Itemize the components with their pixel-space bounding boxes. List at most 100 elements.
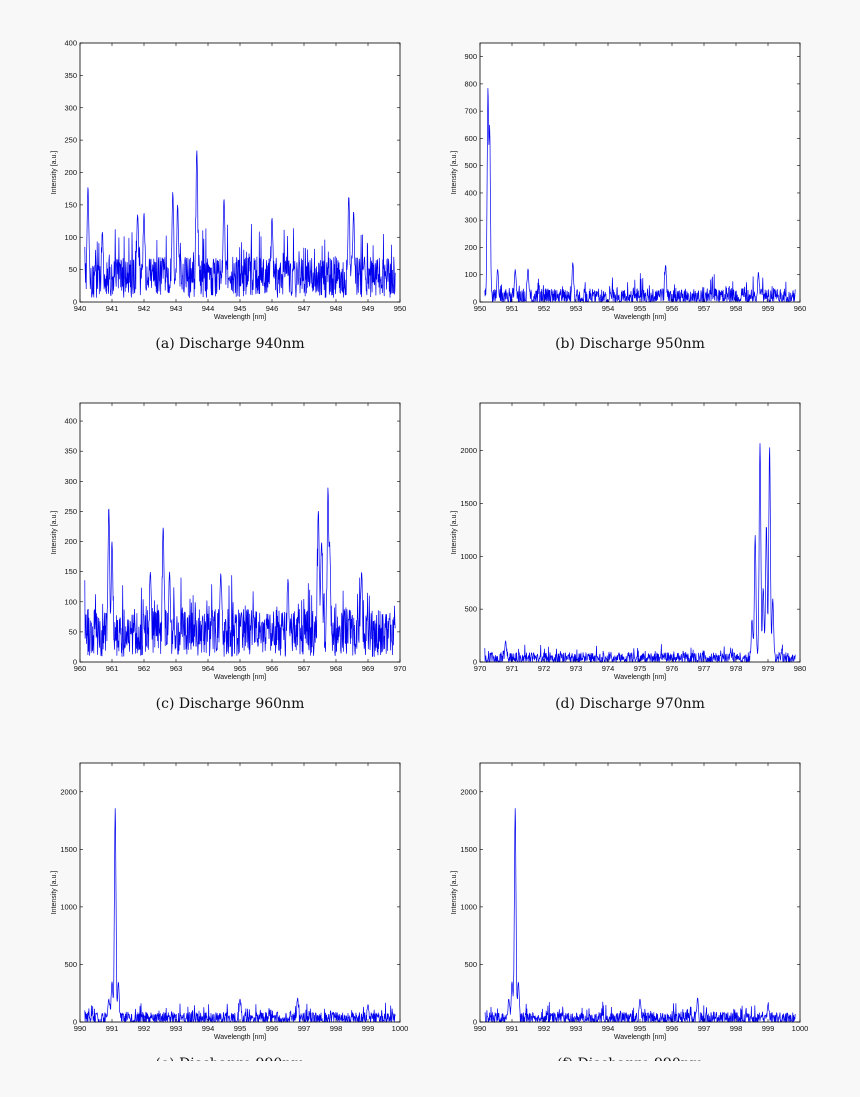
x-tick-label: 993 xyxy=(170,1024,183,1033)
x-tick-label: 998 xyxy=(730,1024,743,1033)
x-tick-label: 998 xyxy=(330,1024,343,1033)
x-tick-label: 990 xyxy=(74,1024,87,1033)
x-tick-label: 950 xyxy=(474,304,487,313)
y-tick-label: 200 xyxy=(464,243,477,252)
x-tick-label: 993 xyxy=(570,1024,583,1033)
x-tick-label: 979 xyxy=(762,664,775,673)
x-tick-label: 992 xyxy=(138,1024,151,1033)
x-tick-label: 999 xyxy=(762,1024,775,1033)
chart-panel-e: 990 991 992 993 994 995 996 997 998 999 1000 0 500 10… xyxy=(30,750,430,1080)
y-tick-label: 600 xyxy=(464,134,477,143)
chart-d: 970 971 972 973 974 975 976 977 978 979 980 0 500 100… xyxy=(451,402,806,681)
x-axis-label: Wavelength [nm] xyxy=(214,1034,266,1041)
x-tick-label: 944 xyxy=(202,304,215,313)
x-tick-label: 997 xyxy=(698,1024,711,1033)
y-tick-label: 500 xyxy=(464,605,477,614)
x-tick-label: 978 xyxy=(730,664,743,673)
x-tick-label: 942 xyxy=(138,304,151,313)
x-tick-label: 946 xyxy=(266,304,279,313)
y-tick-label: 350 xyxy=(64,71,77,80)
x-tick-label: 966 xyxy=(266,664,279,673)
y-tick-label: 1500 xyxy=(460,845,477,854)
y-tick-label: 350 xyxy=(64,447,77,456)
caption-d: (d) Discharge 970nm xyxy=(555,696,705,712)
y-tick-label: 300 xyxy=(464,216,477,225)
y-tick-label: 1000 xyxy=(460,552,477,561)
y-tick-label: 200 xyxy=(64,537,77,546)
chart-b: 950 951 952 953 954 955 956 957 958 959 960 0 100 200… xyxy=(451,42,807,321)
x-tick-label: 991 xyxy=(506,1024,519,1033)
x-tick-label: 994 xyxy=(602,1024,615,1033)
y-tick-label: 0 xyxy=(473,658,477,667)
x-axis-label: Wavelength [nm] xyxy=(614,1034,666,1041)
chart-e: 990 991 992 993 994 995 996 997 998 999 1000 0 500 10… xyxy=(51,762,409,1041)
caption-a: (a) Discharge 940nm xyxy=(155,336,305,352)
y-tick-label: 200 xyxy=(64,168,77,177)
y-tick-label: 0 xyxy=(73,658,77,667)
x-tick-label: 952 xyxy=(538,304,551,313)
y-axis-label: Intensity [a.u.] xyxy=(451,151,458,195)
x-tick-label: 958 xyxy=(730,304,743,313)
y-tick-label: 700 xyxy=(464,107,477,116)
chart-panel-b: 950 951 952 953 954 955 956 957 958 959 960 0 100 200… xyxy=(430,30,830,360)
chart-panel-a: 940 941 942 943 944 945 946 947 948 949 950 0 50 100 1… xyxy=(30,30,430,360)
x-tick-label: 1000 xyxy=(392,1024,409,1033)
x-tick-label: 995 xyxy=(634,1024,647,1033)
y-tick-label: 150 xyxy=(64,200,77,209)
y-tick-label: 100 xyxy=(464,270,477,279)
y-tick-label: 300 xyxy=(64,103,77,112)
y-axis-label: Intensity [a.u.] xyxy=(451,871,458,915)
x-tick-label: 1000 xyxy=(792,1024,809,1033)
x-tick-label: 963 xyxy=(170,664,183,673)
x-tick-label: 967 xyxy=(298,664,311,673)
x-tick-label: 951 xyxy=(506,304,519,313)
x-tick-label: 955 xyxy=(634,304,647,313)
y-axis-label: Intensity [a.u.] xyxy=(51,871,58,915)
x-tick-label: 995 xyxy=(234,1024,247,1033)
caption-b: (b) Discharge 950nm xyxy=(555,336,705,352)
y-tick-label: 0 xyxy=(73,298,77,307)
y-tick-label: 100 xyxy=(64,233,77,242)
y-tick-label: 1500 xyxy=(460,499,477,508)
y-tick-label: 400 xyxy=(64,39,77,48)
x-tick-label: 976 xyxy=(666,664,679,673)
x-tick-label: 940 xyxy=(74,304,87,313)
x-tick-label: 956 xyxy=(666,304,679,313)
y-axis-label: Intensity [a.u.] xyxy=(51,511,58,555)
x-tick-label: 954 xyxy=(602,304,615,313)
y-tick-label: 800 xyxy=(464,79,477,88)
x-tick-label: 948 xyxy=(330,304,343,313)
x-axis-label: Wavelength [nm] xyxy=(214,314,266,321)
x-tick-label: 957 xyxy=(698,304,711,313)
chart-c: 960 961 962 963 964 965 966 967 968 969 970 0 50 100 1… xyxy=(51,402,406,681)
chart-panel-d: 970 971 972 973 974 975 976 977 978 979 980 0 500 100… xyxy=(430,390,830,720)
x-tick-label: 965 xyxy=(234,664,247,673)
y-tick-label: 250 xyxy=(64,136,77,145)
y-tick-label: 500 xyxy=(64,960,77,969)
y-tick-label: 2000 xyxy=(60,787,77,796)
x-tick-label: 991 xyxy=(106,1024,119,1033)
plot-area xyxy=(480,43,800,302)
spectrum-series-line xyxy=(84,487,396,657)
x-tick-label: 999 xyxy=(362,1024,375,1033)
x-tick-label: 960 xyxy=(794,304,807,313)
x-tick-label: 959 xyxy=(762,304,775,313)
x-tick-label: 960 xyxy=(74,664,87,673)
y-tick-label: 1000 xyxy=(460,902,477,911)
y-tick-label: 1000 xyxy=(60,902,77,911)
y-tick-label: 0 xyxy=(73,1018,77,1027)
x-tick-label: 964 xyxy=(202,664,215,673)
x-tick-label: 968 xyxy=(330,664,343,673)
x-tick-label: 941 xyxy=(106,304,119,313)
y-tick-label: 50 xyxy=(69,627,77,636)
x-tick-label: 994 xyxy=(202,1024,215,1033)
x-tick-label: 997 xyxy=(298,1024,311,1033)
x-tick-label: 972 xyxy=(538,664,551,673)
y-tick-label: 50 xyxy=(69,265,77,274)
y-tick-label: 900 xyxy=(464,52,477,61)
x-tick-label: 953 xyxy=(570,304,583,313)
y-tick-label: 1500 xyxy=(60,845,77,854)
y-tick-label: 100 xyxy=(64,597,77,606)
chart-panel-c: 960 961 962 963 964 965 966 967 968 969 970 0 50 100 1… xyxy=(30,390,430,720)
y-tick-label: 150 xyxy=(64,567,77,576)
